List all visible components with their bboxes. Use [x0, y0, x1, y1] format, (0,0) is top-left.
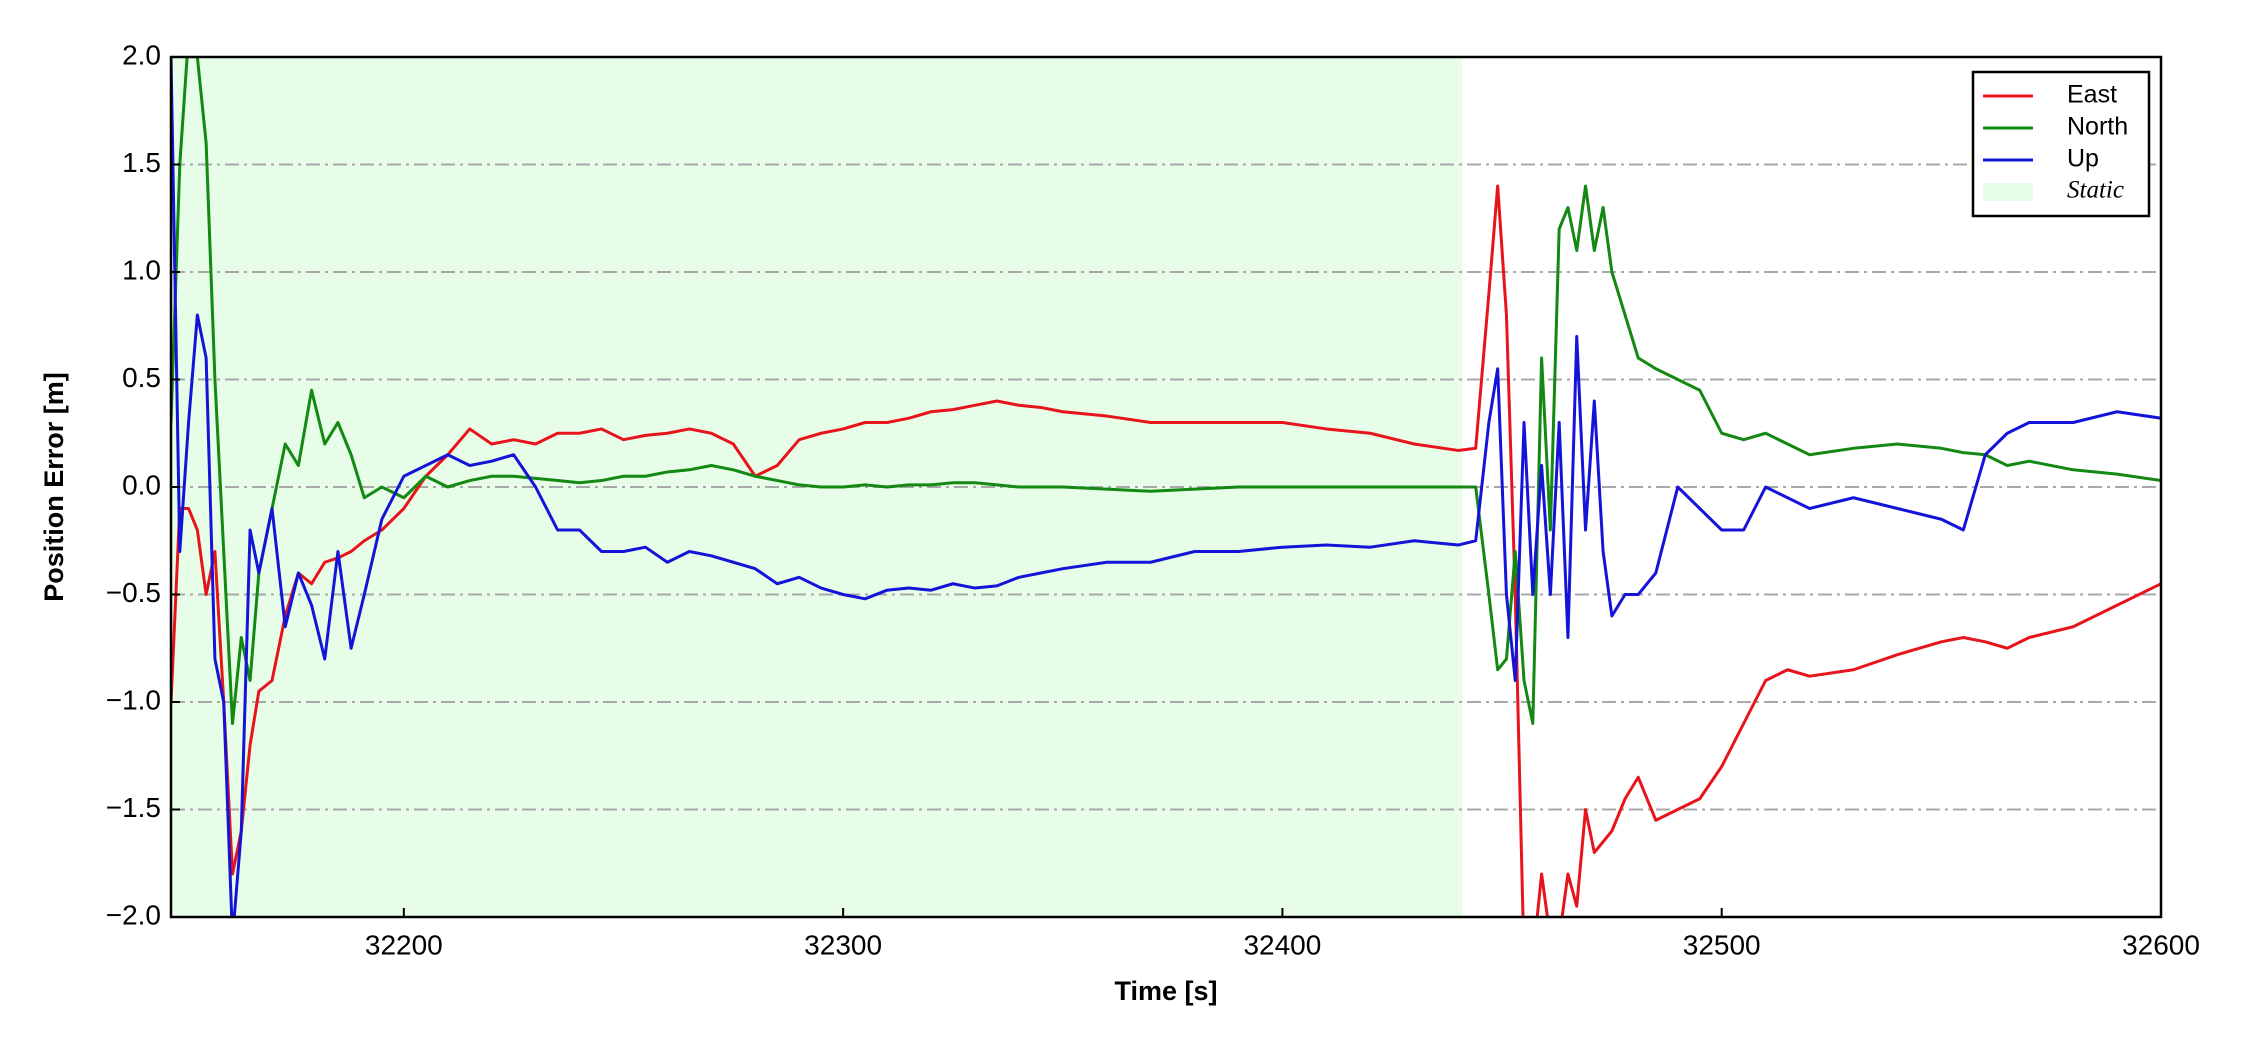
y-tick-label: 1.5 [122, 147, 161, 178]
y-tick-label: −0.5 [106, 577, 161, 608]
y-tick-label: −1.5 [106, 792, 161, 823]
y-tick-label: −2.0 [106, 899, 161, 930]
legend-label: Static [2067, 177, 2124, 204]
legend: East North Up Static [1971, 70, 2151, 218]
legend-swatch [1983, 183, 2033, 201]
legend-label: East [2067, 81, 2117, 109]
y-tick-label: 2.0 [122, 39, 161, 70]
x-tick-label: 32200 [365, 929, 443, 960]
legend-label: Up [2067, 145, 2099, 173]
y-tick-label: 0.0 [122, 469, 161, 500]
y-tick-label: 0.5 [122, 362, 161, 393]
y-axis-label: Position Error [m] [39, 372, 69, 602]
lines-layer [171, 57, 2161, 917]
x-tick-label: 32300 [804, 929, 882, 960]
y-tick-label: 1.0 [122, 254, 161, 285]
x-tick-label: 32500 [1683, 929, 1761, 960]
x-axis-label: Time [s] [1114, 976, 1217, 1006]
series-line [171, 57, 2161, 917]
x-tick-label: 32600 [2122, 929, 2200, 960]
legend-label: North [2067, 113, 2128, 141]
x-tick-label: 32400 [1243, 929, 1321, 960]
y-tick-label: −1.0 [106, 684, 161, 715]
series-line [171, 57, 2161, 725]
axes-layer: −2.0 −1.5 −1.0 −0.5 0.0 0.5 1.0 1.5 2.0 32200 3230… [106, 39, 2200, 960]
